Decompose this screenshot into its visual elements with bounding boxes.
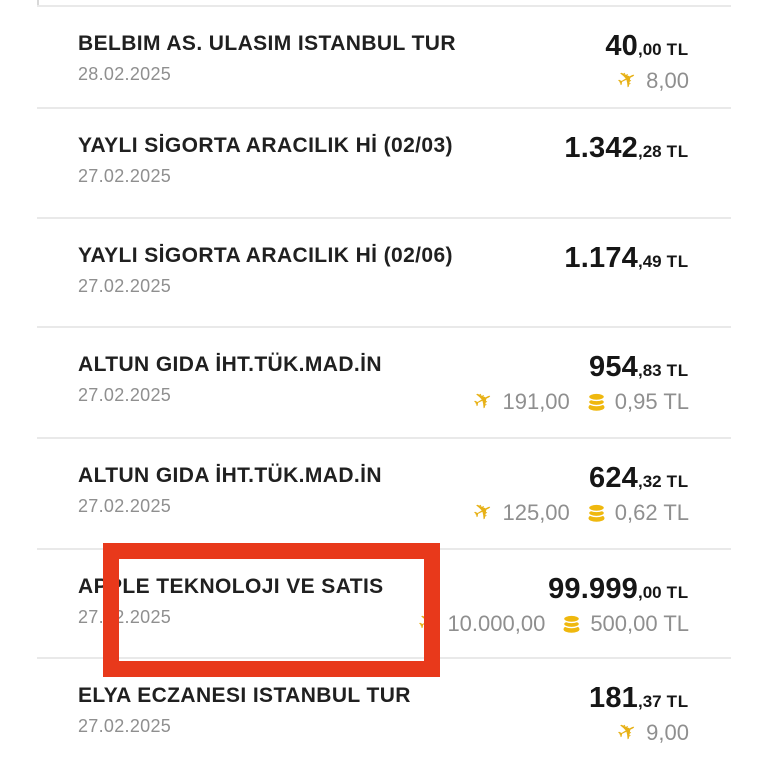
transaction-amount: 99.999,00 TL (548, 573, 689, 605)
left-edge-tick (37, 0, 39, 6)
transaction-info: YAYLI SİGORTA ARACILIK Hİ (02/03) 27.02.… (78, 134, 453, 217)
miles-earned: ✈ 9,00 (613, 716, 689, 748)
miles-earned: ✈ 8,00 (613, 64, 689, 96)
airplane-icon: ✈ (612, 716, 642, 749)
red-highlight-rectangle (103, 543, 440, 677)
transaction-info: ALTUN GIDA İHT.TÜK.MAD.İN 27.02.2025 (78, 464, 382, 548)
airplane-icon: ✈ (468, 385, 499, 418)
rewards-line: ✈ 8,00 (605, 64, 689, 96)
merchant-name: ALTUN GIDA İHT.TÜK.MAD.İN (78, 353, 382, 376)
transaction-values: 954,83 TL ✈ 191,00 0,95 TL (469, 351, 689, 437)
transaction-date: 28.02.2025 (78, 64, 172, 84)
transaction-info: YAYLI SİGORTA ARACILIK Hİ (02/06) 27.02.… (78, 244, 453, 326)
miles-value: 191,00 (502, 388, 570, 414)
transaction-values: 624,32 TL ✈ 125,00 0,62 TL (469, 462, 689, 548)
cashback-earned: 500,00 TL (561, 610, 689, 636)
transaction-amount: 181,37 TL (588, 682, 689, 714)
rewards-line: ✈ 10.000,00 500,00 TL (414, 607, 689, 639)
transaction-values: 99.999,00 TL ✈ 10.000,00 500,00 TL (414, 573, 689, 657)
transaction-row[interactable]: YAYLI SİGORTA ARACILIK Hİ (02/03) 27.02.… (0, 107, 768, 217)
transaction-row[interactable]: BELBIM AS. ULASIM ISTANBUL TUR 28.02.202… (0, 5, 768, 107)
transaction-list: BELBIM AS. ULASIM ISTANBUL TUR 28.02.202… (0, 0, 768, 749)
cashback-earned: 0,62 TL (586, 499, 689, 525)
cashback-value: 500,00 TL (590, 610, 689, 636)
transaction-date: 27.02.2025 (78, 716, 172, 736)
merchant-name: APPLE TEKNOLOJI VE SATIS (78, 575, 384, 598)
transaction-amount: 40,00 TL (605, 30, 689, 62)
transaction-date: 27.02.2025 (78, 607, 172, 627)
transaction-info: ALTUN GIDA İHT.TÜK.MAD.İN 27.02.2025 (78, 353, 382, 437)
coin-stack-icon (563, 614, 581, 633)
cashback-earned: 0,95 TL (586, 388, 689, 414)
airplane-icon: ✈ (468, 496, 499, 529)
transaction-amount: 954,83 TL (588, 351, 689, 383)
transaction-row[interactable]: ALTUN GIDA İHT.TÜK.MAD.İN 27.02.2025 954… (0, 326, 768, 437)
cashback-value: 0,95 TL (614, 388, 689, 414)
transaction-amount: 624,32 TL (588, 462, 689, 494)
transaction-date: 27.02.2025 (78, 385, 172, 405)
miles-earned: ✈ 191,00 (469, 385, 570, 417)
transaction-row-highlighted[interactable]: APPLE TEKNOLOJI VE SATIS 27.02.2025 99.9… (0, 548, 768, 657)
merchant-name: ELYA ECZANESI ISTANBUL TUR (78, 684, 411, 707)
transaction-info: BELBIM AS. ULASIM ISTANBUL TUR 28.02.202… (78, 32, 456, 107)
miles-earned: ✈ 125,00 (469, 496, 570, 528)
transaction-info: ELYA ECZANESI ISTANBUL TUR 27.02.2025 (78, 684, 411, 744)
transaction-date: 27.02.2025 (78, 276, 172, 296)
transaction-values: 1.174,49 TL (564, 244, 689, 326)
merchant-name: BELBIM AS. ULASIM ISTANBUL TUR (78, 32, 456, 55)
rewards-line: ✈ 125,00 0,62 TL (469, 496, 689, 528)
miles-value: 125,00 (502, 499, 570, 525)
miles-earned: ✈ 10.000,00 (414, 607, 546, 639)
transaction-values: 40,00 TL ✈ 8,00 (605, 32, 689, 107)
merchant-name: YAYLI SİGORTA ARACILIK Hİ (02/03) (78, 134, 453, 157)
merchant-name: YAYLI SİGORTA ARACILIK Hİ (02/06) (78, 244, 453, 267)
transaction-row[interactable]: ALTUN GIDA İHT.TÜK.MAD.İN 27.02.2025 624… (0, 437, 768, 548)
cashback-value: 0,62 TL (614, 499, 689, 525)
miles-value: 9,00 (646, 719, 689, 745)
transaction-date: 27.02.2025 (78, 496, 172, 516)
coin-stack-icon (587, 503, 605, 522)
transaction-amount: 1.342,28 TL (564, 132, 689, 164)
transaction-amount: 1.174,49 TL (564, 242, 689, 274)
rewards-line: ✈ 9,00 (589, 716, 689, 748)
transaction-row[interactable]: ELYA ECZANESI ISTANBUL TUR 27.02.2025 18… (0, 657, 768, 749)
transaction-row[interactable]: YAYLI SİGORTA ARACILIK Hİ (02/06) 27.02.… (0, 217, 768, 326)
merchant-name: ALTUN GIDA İHT.TÜK.MAD.İN (78, 464, 382, 487)
airplane-icon: ✈ (612, 64, 642, 97)
transaction-values: 1.342,28 TL (564, 134, 689, 217)
miles-value: 10.000,00 (447, 610, 546, 636)
transaction-values: 181,37 TL ✈ 9,00 (588, 682, 689, 749)
rewards-line: ✈ 191,00 0,95 TL (469, 385, 689, 417)
transaction-info: APPLE TEKNOLOJI VE SATIS 27.02.2025 (78, 575, 384, 657)
transaction-date: 27.02.2025 (78, 166, 172, 186)
miles-value: 8,00 (646, 67, 689, 93)
coin-stack-icon (587, 392, 605, 411)
